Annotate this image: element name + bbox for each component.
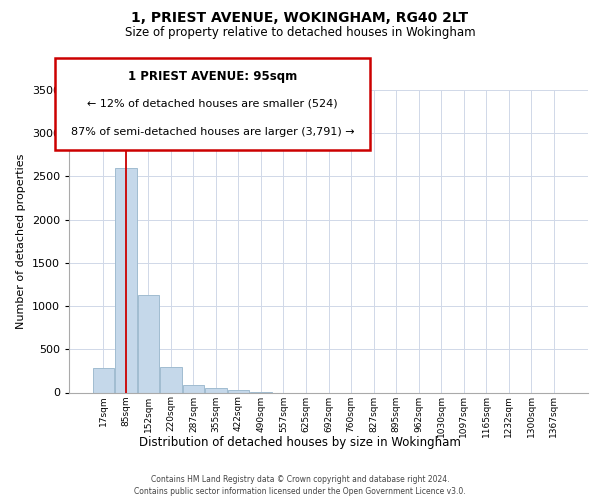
Text: ← 12% of detached houses are smaller (524): ← 12% of detached houses are smaller (52… [88,99,338,109]
Bar [92,368,114,392]
Text: Distribution of detached houses by size in Wokingham: Distribution of detached houses by size … [139,436,461,449]
Bar [228,390,249,392]
Text: 1, PRIEST AVENUE, WOKINGHAM, RG40 2LT: 1, PRIEST AVENUE, WOKINGHAM, RG40 2LT [131,11,469,25]
Bar [137,295,159,392]
Y-axis label: Number of detached properties: Number of detached properties [16,154,26,329]
Bar [160,368,182,392]
Text: Contains public sector information licensed under the Open Government Licence v3: Contains public sector information licen… [134,486,466,496]
Bar [115,168,137,392]
Text: Size of property relative to detached houses in Wokingham: Size of property relative to detached ho… [125,26,475,39]
Text: 1 PRIEST AVENUE: 95sqm: 1 PRIEST AVENUE: 95sqm [128,70,298,83]
Text: Contains HM Land Registry data © Crown copyright and database right 2024.: Contains HM Land Registry data © Crown c… [151,476,449,484]
Bar [182,385,204,392]
Text: 87% of semi-detached houses are larger (3,791) →: 87% of semi-detached houses are larger (… [71,126,355,136]
Bar [205,388,227,392]
